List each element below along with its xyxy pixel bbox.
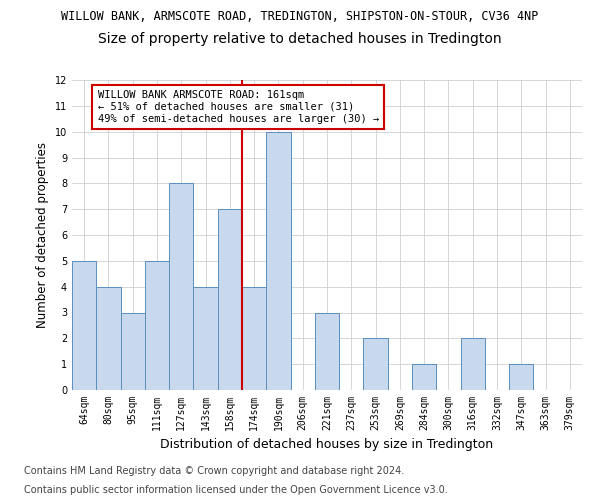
Bar [193, 286, 218, 390]
Bar [364, 338, 388, 390]
Text: Size of property relative to detached houses in Tredington: Size of property relative to detached ho… [98, 32, 502, 46]
Bar [218, 209, 242, 390]
Bar [169, 184, 193, 390]
Bar [461, 338, 485, 390]
Text: Contains HM Land Registry data © Crown copyright and database right 2024.: Contains HM Land Registry data © Crown c… [24, 466, 404, 476]
Y-axis label: Number of detached properties: Number of detached properties [36, 142, 49, 328]
Bar [145, 261, 169, 390]
Bar [509, 364, 533, 390]
Bar [315, 312, 339, 390]
Bar [96, 286, 121, 390]
Bar [72, 261, 96, 390]
Bar [121, 312, 145, 390]
X-axis label: Distribution of detached houses by size in Tredington: Distribution of detached houses by size … [160, 438, 494, 452]
Bar [242, 286, 266, 390]
Bar [266, 132, 290, 390]
Text: WILLOW BANK, ARMSCOTE ROAD, TREDINGTON, SHIPSTON-ON-STOUR, CV36 4NP: WILLOW BANK, ARMSCOTE ROAD, TREDINGTON, … [61, 10, 539, 23]
Text: Contains public sector information licensed under the Open Government Licence v3: Contains public sector information licen… [24, 485, 448, 495]
Bar [412, 364, 436, 390]
Text: WILLOW BANK ARMSCOTE ROAD: 161sqm
← 51% of detached houses are smaller (31)
49% : WILLOW BANK ARMSCOTE ROAD: 161sqm ← 51% … [97, 90, 379, 124]
